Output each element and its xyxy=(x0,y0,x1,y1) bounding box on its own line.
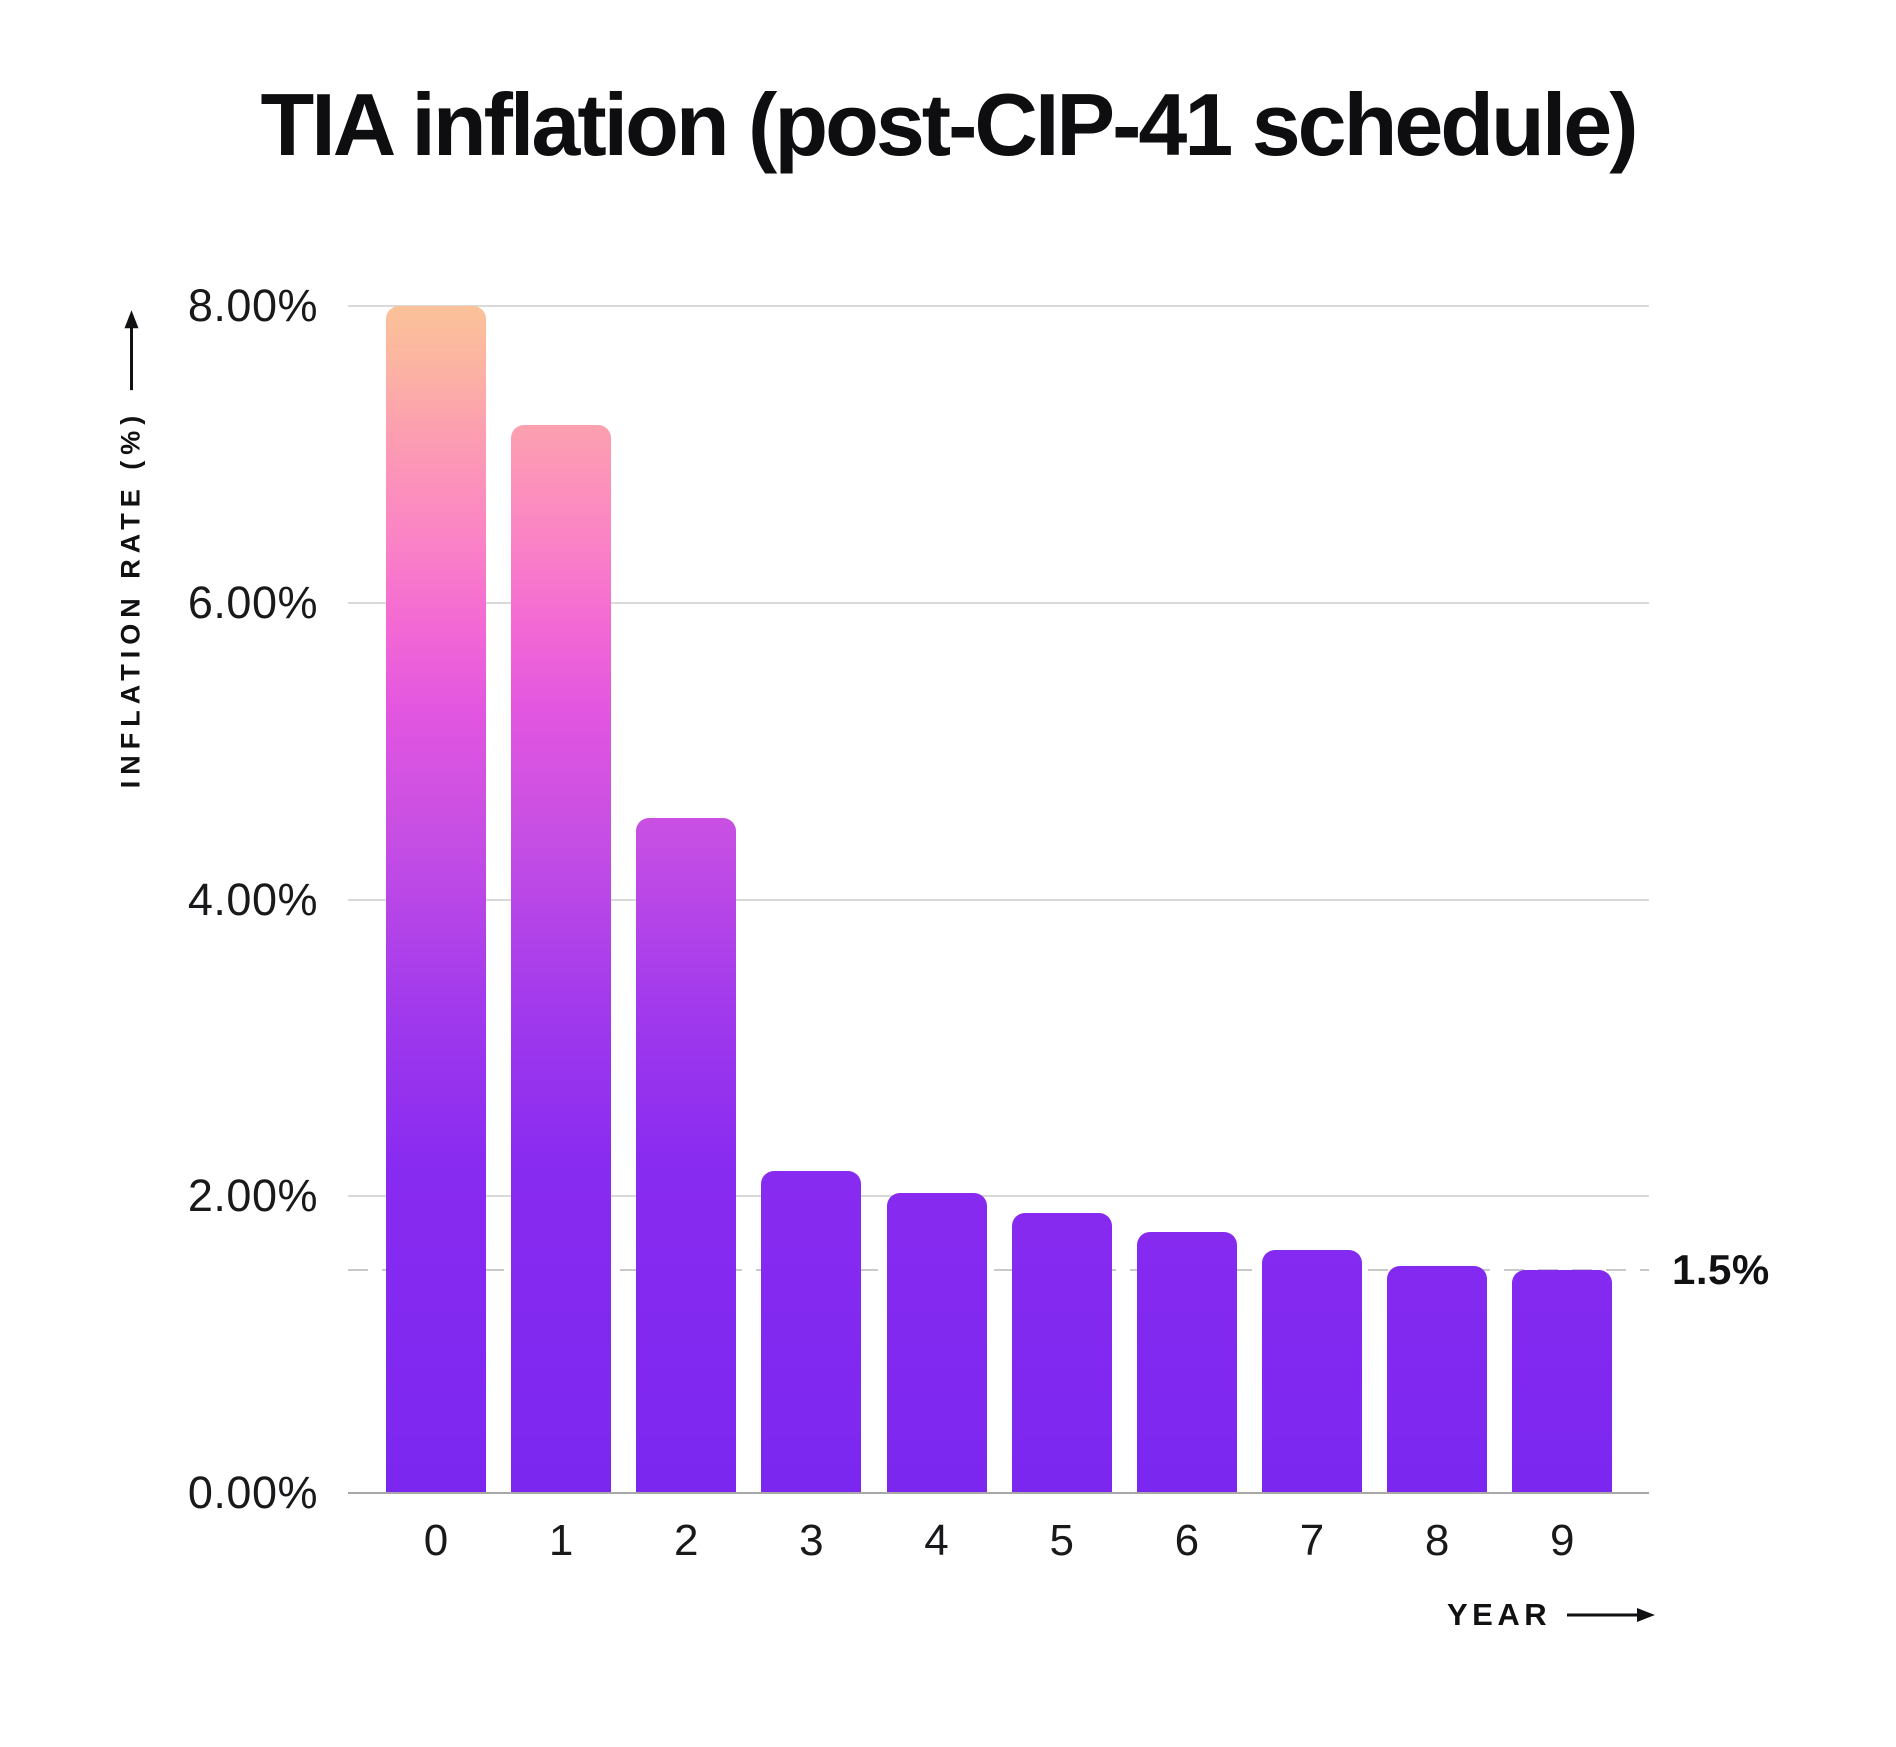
chart-title: TIA inflation (post-CIP-41 schedule) xyxy=(260,75,1638,174)
bar-year-2 xyxy=(636,817,737,1493)
x-tick-label-5: 5 xyxy=(1049,1516,1074,1565)
y-axis-title: INFLATION RATE (%) xyxy=(116,309,147,788)
x-axis-title: YEAR xyxy=(1447,1597,1656,1633)
bar-year-0 xyxy=(386,306,486,1493)
gridline-2 xyxy=(348,1195,1649,1198)
gridline-4 xyxy=(348,898,1649,901)
floor-dashed-line xyxy=(348,1269,1649,1272)
gridline-6 xyxy=(348,601,1649,604)
gridline-8 xyxy=(348,305,1649,307)
bar-year-9 xyxy=(1512,1270,1613,1493)
x-tick-label-3: 3 xyxy=(799,1516,824,1565)
x-tick-label-1: 1 xyxy=(548,1516,574,1565)
x-tick-label-8: 8 xyxy=(1424,1516,1450,1565)
x-tick-label-4: 4 xyxy=(924,1516,949,1565)
x-axis-title-text: YEAR xyxy=(1447,1597,1552,1632)
y-tick-label-8: 8.00% xyxy=(187,280,318,331)
bar-year-5 xyxy=(1011,1212,1112,1493)
x-tick-label-6: 6 xyxy=(1174,1516,1200,1565)
bar-year-7 xyxy=(1261,1249,1362,1493)
bar-year-6 xyxy=(1136,1231,1237,1493)
bar-year-4 xyxy=(886,1193,987,1493)
x-tick-label-7: 7 xyxy=(1299,1516,1325,1565)
y-tick-label-0: 0.00% xyxy=(187,1467,318,1518)
y-tick-label-2: 2.00% xyxy=(187,1170,318,1222)
y-tick-label-4: 4.00% xyxy=(187,873,318,925)
y-tick-label-6: 6.00% xyxy=(187,576,318,628)
floor-annotation-label: 1.5% xyxy=(1672,1246,1770,1293)
plot-area xyxy=(348,305,1649,1494)
x-axis-baseline xyxy=(348,1492,1649,1494)
x-tick-label-2: 2 xyxy=(674,1516,699,1565)
bar-year-8 xyxy=(1387,1266,1488,1493)
x-axis-arrow-icon xyxy=(1567,1608,1656,1622)
bar-year-1 xyxy=(511,424,612,1493)
x-tick-label-0: 0 xyxy=(423,1516,449,1565)
bar-year-3 xyxy=(761,1171,862,1493)
y-axis-arrow-icon xyxy=(124,309,138,390)
x-tick-label-9: 9 xyxy=(1550,1516,1575,1565)
